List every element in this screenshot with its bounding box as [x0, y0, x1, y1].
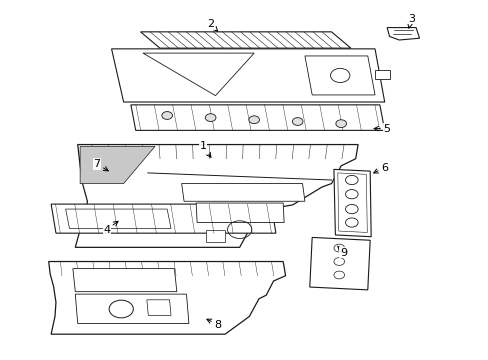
Polygon shape — [80, 146, 155, 184]
Polygon shape — [309, 238, 369, 290]
Circle shape — [162, 112, 172, 120]
Text: 5: 5 — [373, 123, 390, 134]
Circle shape — [345, 204, 357, 214]
Polygon shape — [333, 169, 370, 237]
Text: 2: 2 — [207, 19, 217, 31]
Polygon shape — [75, 145, 357, 247]
Polygon shape — [374, 70, 389, 79]
Polygon shape — [75, 294, 188, 324]
Polygon shape — [386, 28, 419, 40]
Circle shape — [248, 116, 259, 123]
Polygon shape — [146, 300, 171, 315]
Polygon shape — [131, 105, 384, 130]
Circle shape — [292, 118, 303, 125]
Circle shape — [205, 114, 216, 122]
Polygon shape — [205, 230, 224, 242]
Polygon shape — [140, 32, 350, 48]
Circle shape — [333, 258, 344, 265]
Circle shape — [345, 190, 357, 199]
Circle shape — [335, 120, 346, 127]
Polygon shape — [73, 269, 177, 292]
Circle shape — [333, 244, 344, 252]
Polygon shape — [181, 184, 305, 201]
Text: 7: 7 — [93, 159, 108, 171]
Polygon shape — [111, 49, 384, 102]
Polygon shape — [196, 203, 284, 222]
Text: 8: 8 — [206, 319, 221, 330]
Polygon shape — [65, 209, 171, 229]
Polygon shape — [305, 56, 374, 95]
Text: 1: 1 — [200, 141, 210, 157]
Circle shape — [345, 218, 357, 227]
Polygon shape — [142, 53, 254, 96]
Circle shape — [345, 175, 357, 185]
Circle shape — [333, 271, 344, 279]
Text: 6: 6 — [373, 163, 387, 173]
Polygon shape — [51, 204, 275, 233]
Text: 9: 9 — [337, 246, 346, 258]
Text: 3: 3 — [407, 14, 414, 28]
Polygon shape — [49, 261, 285, 334]
Text: 4: 4 — [103, 221, 118, 235]
